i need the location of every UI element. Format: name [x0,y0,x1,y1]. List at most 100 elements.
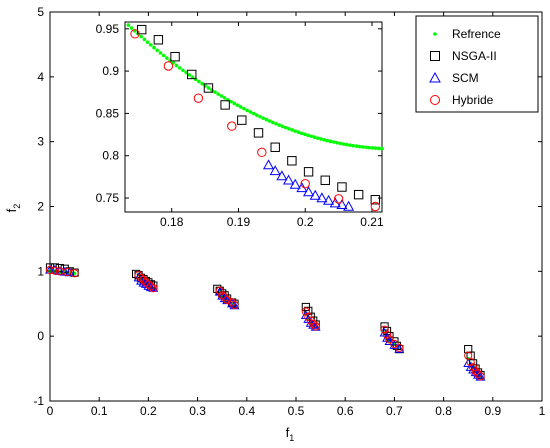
y-axis-label-main: f [4,208,19,212]
x-tick-label: 0.6 [337,404,354,418]
refrence-point [254,113,259,117]
nsga-ii-point [170,51,180,62]
x-tick-label: 0.21 [360,215,384,229]
refrence-point [290,128,294,132]
refrence-point [367,145,371,150]
nsga-ii-point [203,83,214,93]
main-y-ticks: -1 0 1 2 3 4 5 [33,5,542,408]
hybride-point [134,271,143,280]
refrence-point [197,79,201,84]
inset-data-points [126,23,384,212]
scm-point [289,178,301,189]
hybride-point [301,307,310,316]
refrence-point [351,143,355,148]
refrence-point [306,133,310,138]
refrence-point [376,146,381,151]
hybride-point [227,298,237,307]
y-tick-label: 4 [37,70,44,84]
refrence-point [177,66,182,70]
nsga-ii-point [370,195,381,205]
refrence-point [344,142,349,147]
refrence-point [296,130,301,135]
refrence-point [232,101,237,106]
y-tick-label: 0.9 [102,64,119,78]
refrence-point [335,140,339,145]
refrence-point [126,23,131,27]
legend-label-scm: SCM [452,71,479,85]
hybride-point [333,194,344,204]
hybride-point [370,201,381,212]
y-tick-label: 0.75 [96,191,120,205]
refrence-point [165,56,169,60]
nsga-ii-point [220,100,230,110]
refrence-point [303,132,307,137]
x-tick-label: 0.4 [238,404,255,418]
hybride-point [300,178,310,189]
x-tick-label: 0.8 [435,404,452,418]
hybride-point [390,339,399,349]
refrence-point [283,125,288,130]
legend-label-nsga-ii: NSGA-II [452,49,497,63]
hybride-point [223,295,232,304]
hybride-point [45,265,55,275]
nsga-ii-point [153,35,164,45]
y-tick-label: 2 [37,200,44,214]
scm-point [323,194,335,205]
refrence-point [354,144,359,148]
nsga-ii-point [464,345,473,354]
legend-marker-hybride [430,95,440,105]
refrence-point [242,106,246,111]
refrence-point [280,124,285,129]
x-tick-label: 0 [47,404,54,418]
nsga-ii-point [466,351,475,360]
refrence-point [181,68,185,73]
legend-label-refrence: Refrence [452,27,501,41]
nsga-ii-point [237,115,247,125]
scm-point [276,170,288,181]
refrence-point [174,63,179,68]
hybride-point [193,93,204,103]
hybride-point [311,322,320,331]
refrence-point [235,103,240,108]
legend-entries: Refrence NSGA-II SCM Hybride [429,27,501,107]
refrence-point [200,81,204,86]
hybride-point [382,330,392,339]
hybride-point [476,372,485,381]
hybride-point [149,284,158,293]
x-tick-label: 1 [539,404,546,418]
y-axis-label: f2 [4,204,22,213]
scm-point [389,340,400,349]
refrence-point [277,123,282,127]
y-tick-label: 0 [37,329,44,343]
refrence-point [264,117,269,122]
scm-point [309,189,321,200]
scm-point [269,165,281,176]
hybride-point [473,369,483,378]
refrence-point [315,136,320,140]
refrence-point [155,48,160,53]
refrence-point [341,142,346,146]
x-axis-label-sub: 1 [289,433,294,443]
refrence-point [312,135,317,140]
refrence-point [251,111,256,116]
x-tick-label: 0.5 [288,404,305,418]
refrence-point [360,145,365,149]
refrence-point [222,96,227,100]
scm-point [64,267,75,277]
scm-point [282,174,295,185]
hybride-point [144,280,153,289]
refrence-point [158,51,163,55]
refrence-point [219,94,224,98]
refrence-point [229,99,233,104]
refrence-point [325,138,330,143]
nsga-ii-point [136,24,147,35]
hybride-point [309,319,318,328]
hybride-point [471,367,480,376]
refrence-point [309,134,314,139]
hybride-point [218,291,227,300]
hybride-point [136,273,146,282]
hybride-point [70,269,79,278]
nsga-ii-point [270,142,280,152]
hybride-point [141,278,151,287]
